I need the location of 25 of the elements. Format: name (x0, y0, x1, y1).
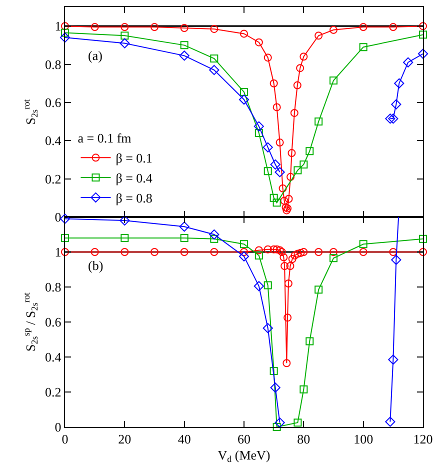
y-tick-label: 0 (54, 420, 62, 435)
y-tick-label: 0.6 (45, 314, 62, 330)
legend-label: β = 0.8 (116, 190, 152, 206)
legend-title: a = 0.1 fm (78, 130, 132, 146)
y-tick-label: 0.2 (45, 384, 62, 400)
x-tick-label: 120 (413, 432, 433, 447)
x-axis-title: V$_{d}$ (MeV) (218, 447, 270, 464)
y-tick-label: 0.6 (45, 95, 62, 110)
annotation: (a) (88, 48, 102, 63)
y-tick-label: 0.4 (45, 133, 62, 148)
x-tick-label: 20 (118, 432, 132, 447)
x-tick-label: 40 (178, 432, 191, 447)
y-tick-label: 1 (54, 18, 62, 34)
y-tick-label: 1 (54, 244, 62, 260)
x-tick-label: 60 (238, 432, 250, 447)
x-tick-label: 80 (297, 432, 310, 447)
y-tick-label: 0.2 (45, 171, 62, 186)
x-tick-label: 100 (354, 432, 374, 447)
y-tick-label: 0.8 (45, 56, 62, 72)
legend-label: β = 0.1 (116, 150, 152, 166)
y-tick-label: 0.8 (45, 280, 62, 295)
legend-label: β = 0.4 (116, 170, 153, 186)
y-tick-label: 0.4 (45, 350, 62, 365)
annotation: (b) (88, 258, 104, 273)
y-tick-label: 0 (54, 210, 62, 225)
